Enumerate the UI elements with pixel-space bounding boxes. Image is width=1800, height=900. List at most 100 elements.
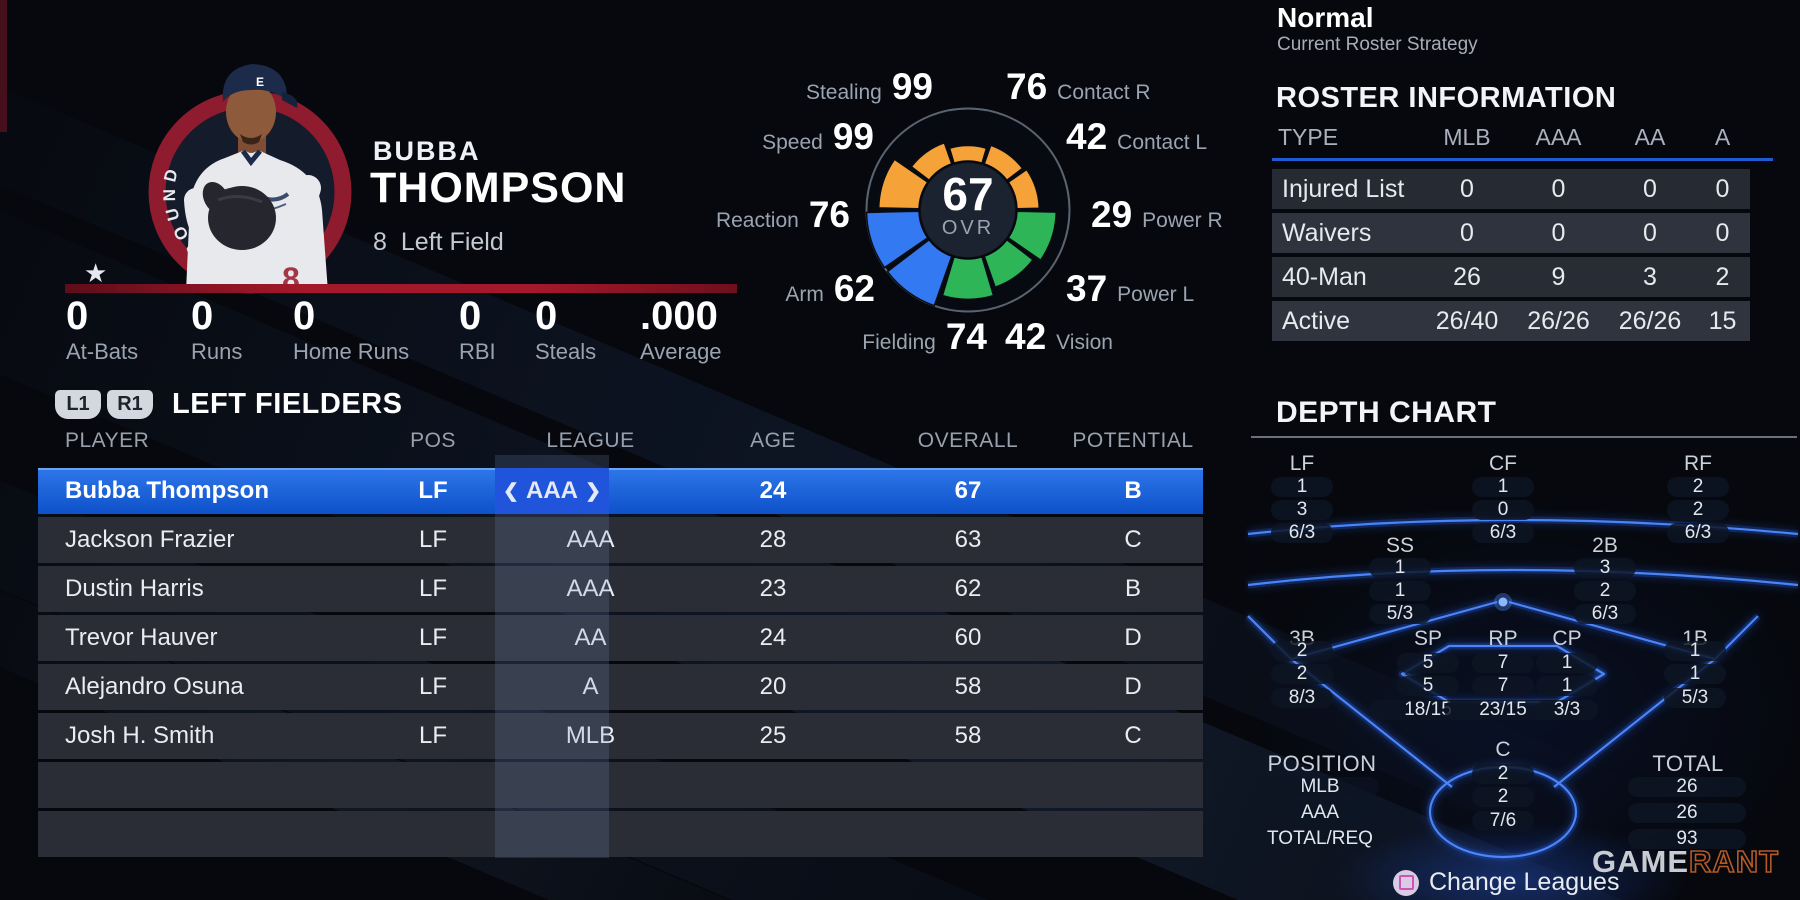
divider-red-bar (65, 284, 737, 293)
roster-info-value: 0 (1551, 218, 1566, 247)
column-league: LEAGUE (546, 429, 635, 452)
depth-legend-row: MLB (1261, 777, 1379, 797)
cell-potential: C (1124, 526, 1142, 553)
attribute-label-contact-r: 76 Contact R (1006, 66, 1151, 108)
change-leagues-button[interactable]: Change Leagues (1393, 868, 1619, 897)
attribute-label-power-l: 37 Power L (1066, 268, 1194, 310)
cell-player: Josh H. Smith (65, 722, 215, 749)
cell-pos: LF (418, 477, 448, 504)
attribute-name: Stealing (805, 81, 882, 104)
cell-league: AAA (566, 575, 615, 602)
cell-pos: LF (418, 526, 447, 553)
table-row[interactable]: Trevor Hauver LF AA 24 60 D (38, 615, 1203, 661)
cell-pos: LF (418, 673, 447, 700)
depth-pill: 5 (1397, 676, 1459, 696)
depth-pill: 6/3 (1472, 523, 1534, 543)
table-row[interactable]: Josh H. Smith LF MLB 25 58 C (38, 713, 1203, 759)
depth-pill: 1 (1472, 477, 1534, 497)
table-row[interactable] (38, 811, 1203, 857)
attribute-name: Vision (1056, 331, 1113, 354)
attribute-value: 99 (891, 66, 933, 107)
cell-pos: LF (418, 575, 447, 602)
depth-pill: 1 (1664, 664, 1726, 684)
table-row[interactable]: Bubba Thompson LF 24 67 B ❮ AAA ❯ (38, 468, 1203, 514)
cell-league: AAA (566, 526, 615, 553)
stat-at-bats: 0 At-Bats (66, 294, 139, 364)
player-portrait: ROUND ★ 8 E (84, 64, 352, 295)
cell-potential: D (1124, 673, 1142, 700)
stat-home-runs: 0 Home Runs (293, 294, 410, 364)
depth-pill: 7 (1472, 676, 1534, 696)
ps-square-button-icon (1393, 869, 1419, 896)
depth-pill: 3 (1271, 500, 1333, 520)
player-number-position: 8 Left Field (373, 228, 504, 257)
depth-pill: 2 (1667, 477, 1729, 497)
depth-pill: 1 (1536, 676, 1598, 696)
roster-info-value: 2 (1715, 262, 1730, 291)
depth-pill: 8/3 (1271, 688, 1333, 708)
column-mlb: MLB (1443, 124, 1491, 150)
depth-pill: 6/3 (1271, 523, 1333, 543)
cell-player: Jackson Frazier (65, 526, 235, 553)
player-table: Bubba Thompson LF 24 67 B ❮ AAA ❯ Jackson Frazie… (38, 468, 1203, 860)
depth-position-c: C (1495, 738, 1511, 761)
table-row[interactable] (38, 762, 1203, 808)
column-pos: POS (410, 429, 456, 452)
table-row[interactable]: Dustin Harris LF AAA 23 62 B (38, 566, 1203, 612)
roster-information-title: ROSTER INFORMATION (1276, 82, 1617, 114)
r1-button[interactable]: R1 (107, 390, 153, 419)
roster-info-value: 26/26 (1527, 306, 1590, 335)
column-aaa: AAA (1535, 124, 1582, 150)
attribute-label-arm: Arm 62 (785, 268, 875, 310)
depth-pill: 23/15 (1444, 700, 1562, 720)
roster-info-value: 26/40 (1435, 306, 1499, 335)
depth-legend-heading: POSITION (1267, 751, 1377, 776)
l1-button[interactable]: L1 (55, 390, 101, 419)
roster-information-header: TYPE MLB AAA AA A (1272, 124, 1750, 150)
league-selector[interactable]: ❮ AAA ❯ (495, 468, 609, 514)
cell-overall: 67 (954, 477, 982, 504)
depth-chart-underline (1251, 436, 1797, 438)
table-row[interactable]: Alejandro Osuna LF A 20 58 D (38, 664, 1203, 710)
cell-potential: D (1124, 624, 1142, 651)
column-player: PLAYER (65, 429, 150, 452)
depth-pill: 1 (1369, 558, 1431, 578)
attribute-value: 99 (832, 116, 874, 157)
cell-player: Dustin Harris (65, 575, 204, 602)
depth-pill: 2 (1271, 664, 1333, 684)
attribute-value: 29 (1091, 194, 1133, 235)
roster-info-value: 0 (1551, 174, 1566, 203)
attribute-label-stealing: Stealing 99 (806, 66, 933, 108)
depth-position-2b: 2B (1592, 534, 1618, 557)
wedge-power-r (948, 144, 988, 164)
chevron-right-icon[interactable]: ❯ (585, 480, 601, 502)
cell-pos: LF (418, 722, 447, 749)
depth-position-rf: RF (1684, 452, 1712, 475)
overall-rating: 67 OVR (918, 168, 1018, 240)
cell-age: 28 (759, 526, 787, 553)
depth-pill: 1 (1664, 641, 1726, 661)
overall-value: 67 (942, 168, 994, 220)
chevron-left-icon[interactable]: ❮ (503, 480, 519, 502)
attribute-value: 76 (808, 194, 850, 235)
attribute-label-power-r: 29 Power R (1091, 194, 1223, 236)
cell-league: A (582, 673, 599, 700)
wedge-contact-r (877, 158, 929, 210)
table-row[interactable]: Jackson Frazier LF AAA 28 63 C (38, 517, 1203, 563)
depth-total-value: 26 (1628, 777, 1746, 797)
wedge-arm (983, 238, 1035, 289)
player-last-name: THOMPSON (370, 164, 627, 212)
depth-pill: 3 (1574, 558, 1636, 578)
depth-position-rp: RP (1488, 627, 1518, 650)
roster-info-value: 26/26 (1618, 306, 1682, 335)
strategy-subtitle: Current Roster Strategy (1277, 34, 1478, 55)
roster-info-row-waivers: Waivers 0 0 0 0 (1272, 213, 1750, 253)
cell-overall: 58 (954, 722, 982, 749)
cell-age: 24 (759, 477, 787, 504)
attribute-value: 42 (1005, 316, 1047, 357)
attribute-name: Speed (762, 131, 823, 154)
attribute-label-reaction: Reaction 76 (716, 194, 850, 236)
depth-chart-title: DEPTH CHART (1276, 396, 1497, 429)
roster-info-value: 3 (1643, 262, 1657, 291)
